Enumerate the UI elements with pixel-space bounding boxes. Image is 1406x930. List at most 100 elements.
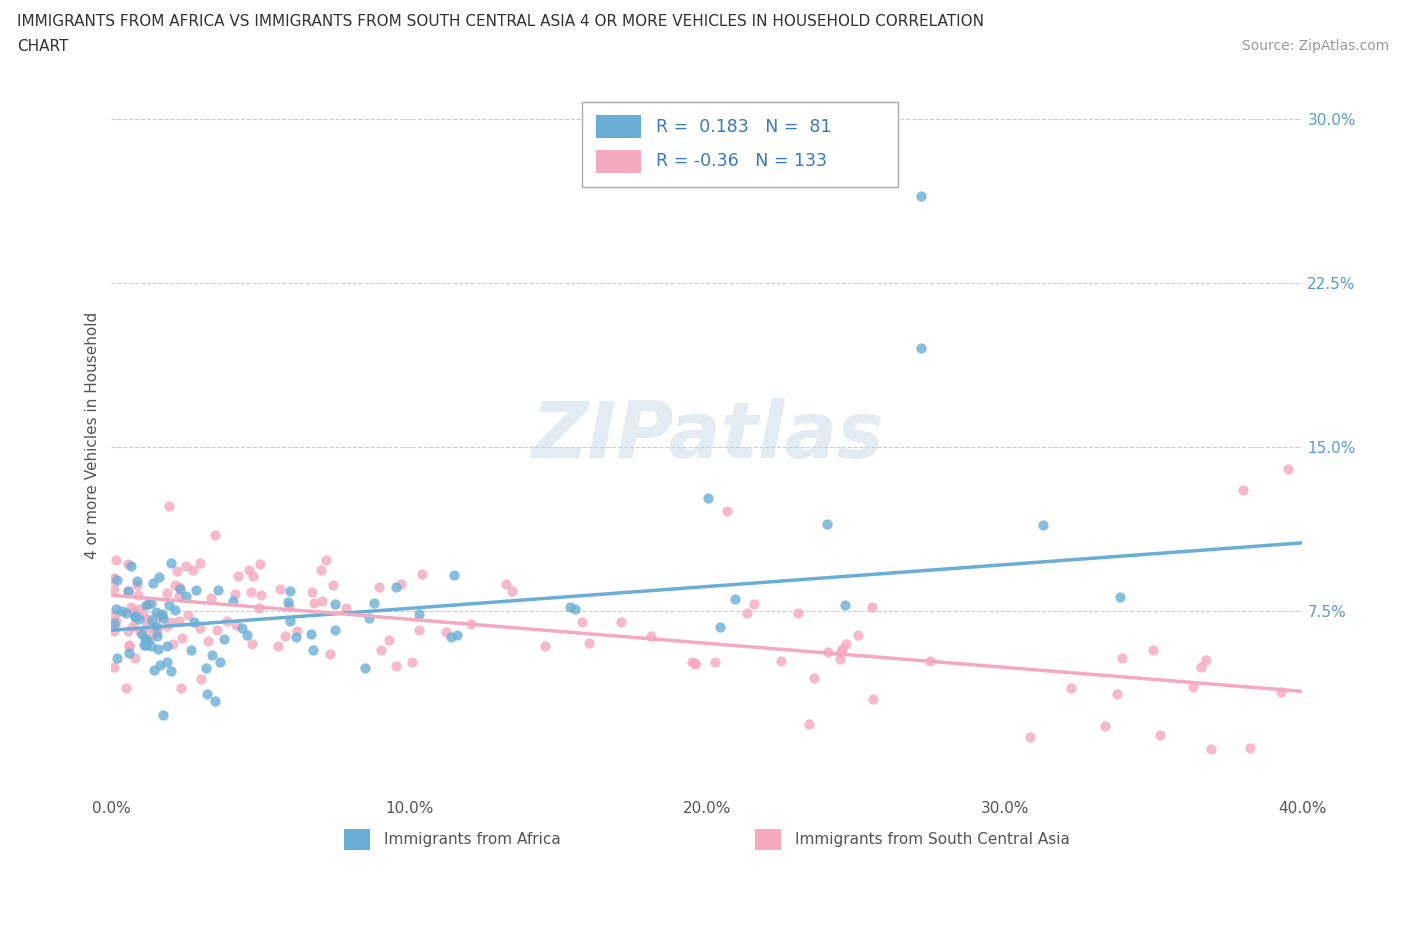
- Point: [131, 627, 153, 642]
- Point: [111, 604, 134, 618]
- Point: [188, 556, 211, 571]
- Point: [239, 585, 262, 600]
- Point: [150, 606, 173, 621]
- Point: [830, 651, 852, 666]
- Point: [225, 618, 247, 632]
- Point: [152, 611, 174, 626]
- Point: [159, 614, 181, 629]
- Point: [167, 589, 190, 604]
- Point: [103, 659, 125, 674]
- Point: [249, 588, 271, 603]
- Point: [249, 557, 271, 572]
- Point: [1107, 686, 1129, 701]
- Point: [1149, 728, 1171, 743]
- Point: [236, 628, 259, 643]
- Y-axis label: 4 or more Vehicles in Household: 4 or more Vehicles in Household: [86, 312, 100, 560]
- Point: [159, 664, 181, 679]
- Point: [195, 686, 218, 701]
- Point: [440, 630, 463, 644]
- Point: [817, 644, 839, 659]
- Point: [1270, 685, 1292, 700]
- Point: [335, 601, 357, 616]
- Point: [1018, 729, 1040, 744]
- Point: [443, 567, 465, 582]
- Text: R = -0.36   N = 133: R = -0.36 N = 133: [655, 153, 827, 170]
- Point: [1109, 590, 1132, 604]
- Point: [238, 563, 260, 578]
- Bar: [343, 829, 370, 850]
- Point: [135, 638, 157, 653]
- Point: [284, 630, 307, 644]
- Point: [131, 607, 153, 622]
- Point: [184, 582, 207, 597]
- Point: [117, 556, 139, 571]
- Point: [103, 582, 125, 597]
- Point: [1195, 653, 1218, 668]
- Point: [128, 602, 150, 617]
- Point: [681, 655, 703, 670]
- Point: [640, 629, 662, 644]
- Point: [242, 568, 264, 583]
- Point: [370, 643, 392, 658]
- Point: [105, 650, 128, 665]
- Point: [176, 589, 198, 604]
- Point: [148, 608, 170, 623]
- Point: [181, 563, 204, 578]
- Point: [709, 619, 731, 634]
- Text: Immigrants from Africa: Immigrants from Africa: [384, 832, 561, 847]
- Point: [124, 609, 146, 624]
- Point: [411, 566, 433, 581]
- Point: [143, 663, 166, 678]
- Point: [146, 625, 169, 640]
- Point: [174, 559, 197, 574]
- Point: [830, 645, 852, 660]
- Point: [139, 621, 162, 636]
- Point: [180, 643, 202, 658]
- Point: [105, 552, 128, 567]
- Point: [408, 606, 430, 621]
- Point: [918, 653, 941, 668]
- Point: [277, 594, 299, 609]
- Point: [389, 577, 412, 591]
- Text: Immigrants from South Central Asia: Immigrants from South Central Asia: [794, 832, 1070, 847]
- Point: [155, 655, 177, 670]
- Point: [311, 594, 333, 609]
- Point: [1182, 680, 1205, 695]
- Point: [209, 655, 232, 670]
- Point: [309, 563, 332, 578]
- Point: [354, 661, 377, 676]
- Point: [205, 623, 228, 638]
- Point: [315, 552, 337, 567]
- Point: [169, 579, 191, 594]
- Point: [117, 584, 139, 599]
- Point: [121, 618, 143, 633]
- Text: R =  0.183   N =  81: R = 0.183 N = 81: [655, 117, 831, 136]
- Point: [683, 657, 706, 671]
- Point: [226, 568, 249, 583]
- Point: [240, 637, 263, 652]
- Point: [1232, 483, 1254, 498]
- Point: [156, 618, 179, 633]
- Point: [716, 504, 738, 519]
- Point: [1060, 681, 1083, 696]
- Point: [787, 605, 810, 620]
- Point: [103, 624, 125, 639]
- Point: [495, 577, 517, 591]
- Point: [278, 584, 301, 599]
- Point: [910, 188, 932, 203]
- Point: [190, 671, 212, 686]
- Point: [157, 498, 180, 513]
- Point: [578, 636, 600, 651]
- Point: [141, 613, 163, 628]
- Point: [267, 639, 290, 654]
- Point: [176, 607, 198, 622]
- Point: [104, 614, 127, 629]
- Point: [571, 615, 593, 630]
- Point: [190, 620, 212, 635]
- Point: [162, 637, 184, 652]
- Point: [115, 605, 138, 620]
- Point: [160, 556, 183, 571]
- Point: [299, 626, 322, 641]
- Point: [231, 621, 253, 636]
- Bar: [755, 829, 780, 850]
